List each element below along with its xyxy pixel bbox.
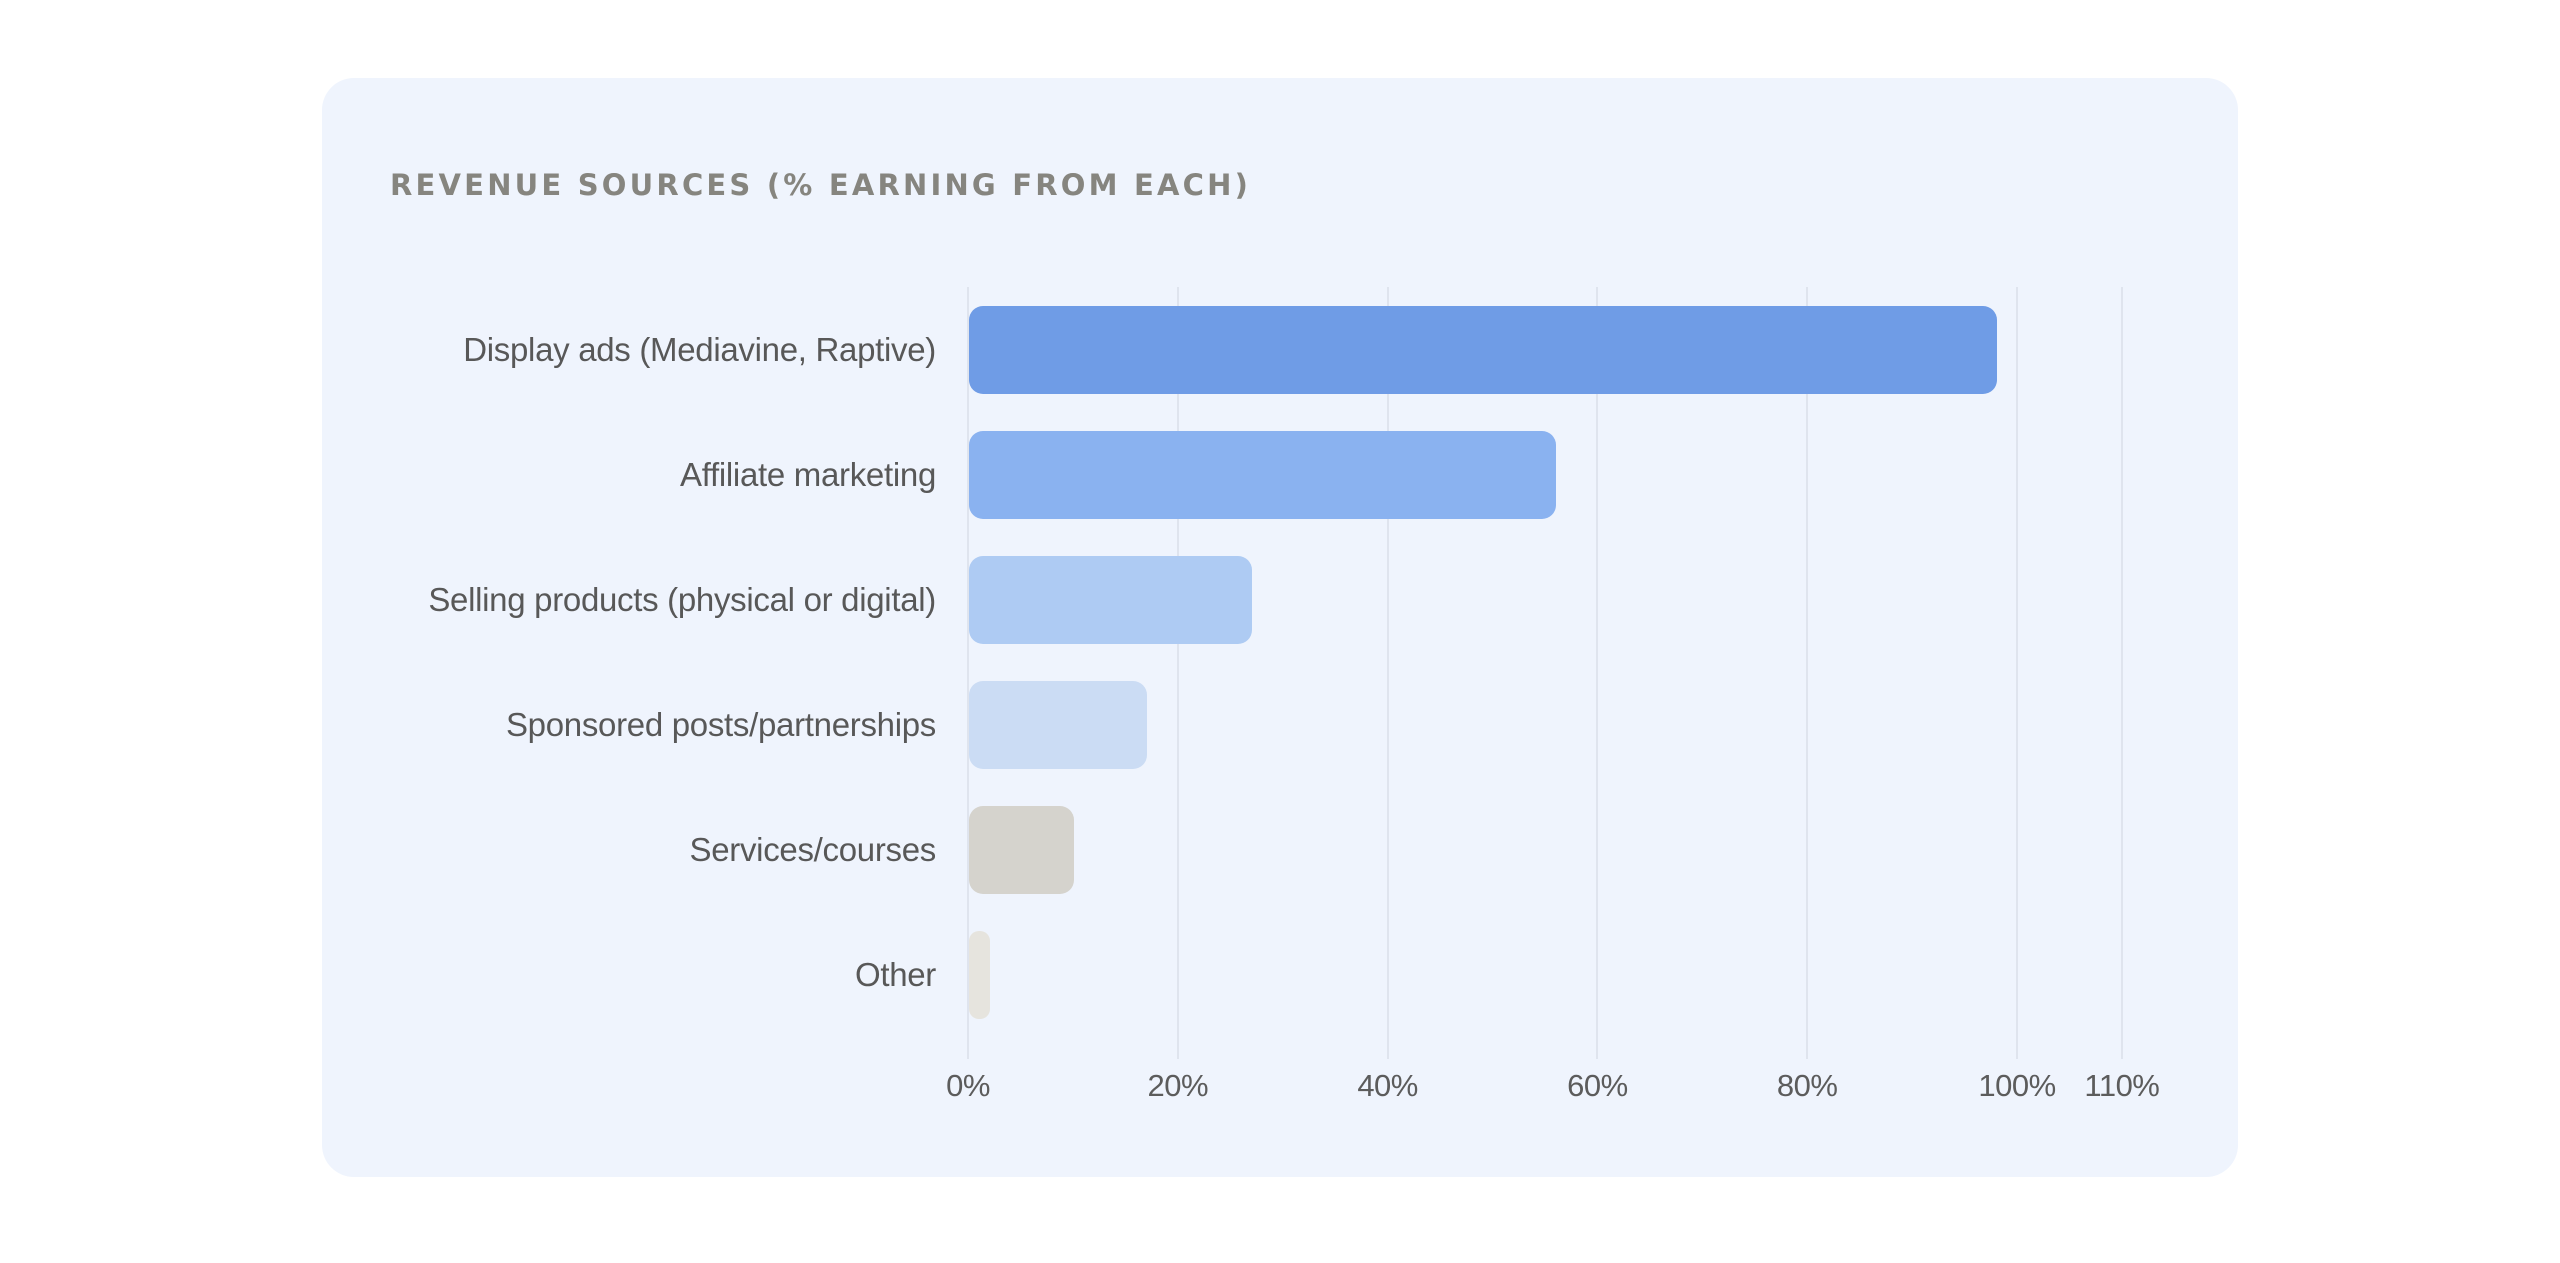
category-label: Selling products (physical or digital) (428, 581, 936, 618)
x-tick-label: 0% (946, 1068, 990, 1103)
bar[interactable] (969, 931, 990, 1019)
category-label: Display ads (Mediavine, Raptive) (463, 331, 936, 368)
category-label: Affiliate marketing (680, 456, 936, 493)
x-tick-label: 110% (2084, 1068, 2160, 1103)
gridline (1806, 287, 1809, 1059)
bar[interactable] (969, 306, 1998, 394)
x-tick-label: 80% (1776, 1068, 1838, 1103)
x-tick-label: 20% (1147, 1068, 1209, 1103)
bar[interactable] (969, 556, 1253, 644)
chart-title: REVENUE SOURCES (% EARNING FROM EACH) (390, 168, 1252, 202)
bar[interactable] (969, 806, 1074, 894)
category-label: Services/courses (689, 831, 937, 868)
gridline (2016, 287, 2018, 1059)
x-tick-label: 60% (1567, 1068, 1628, 1103)
gridline (2120, 287, 2123, 1059)
bar[interactable] (969, 431, 1557, 519)
x-tick-label: 100% (1978, 1068, 2056, 1103)
gridline (1596, 287, 1599, 1059)
category-label: Other (854, 956, 936, 993)
chart-card (322, 78, 2238, 1177)
category-label: Sponsored posts/partnerships (505, 706, 936, 743)
bar[interactable] (969, 681, 1148, 769)
gridline (1386, 287, 1389, 1059)
gridline (967, 287, 969, 1059)
x-tick-label: 40% (1357, 1068, 1418, 1103)
gridline (1176, 287, 1179, 1059)
